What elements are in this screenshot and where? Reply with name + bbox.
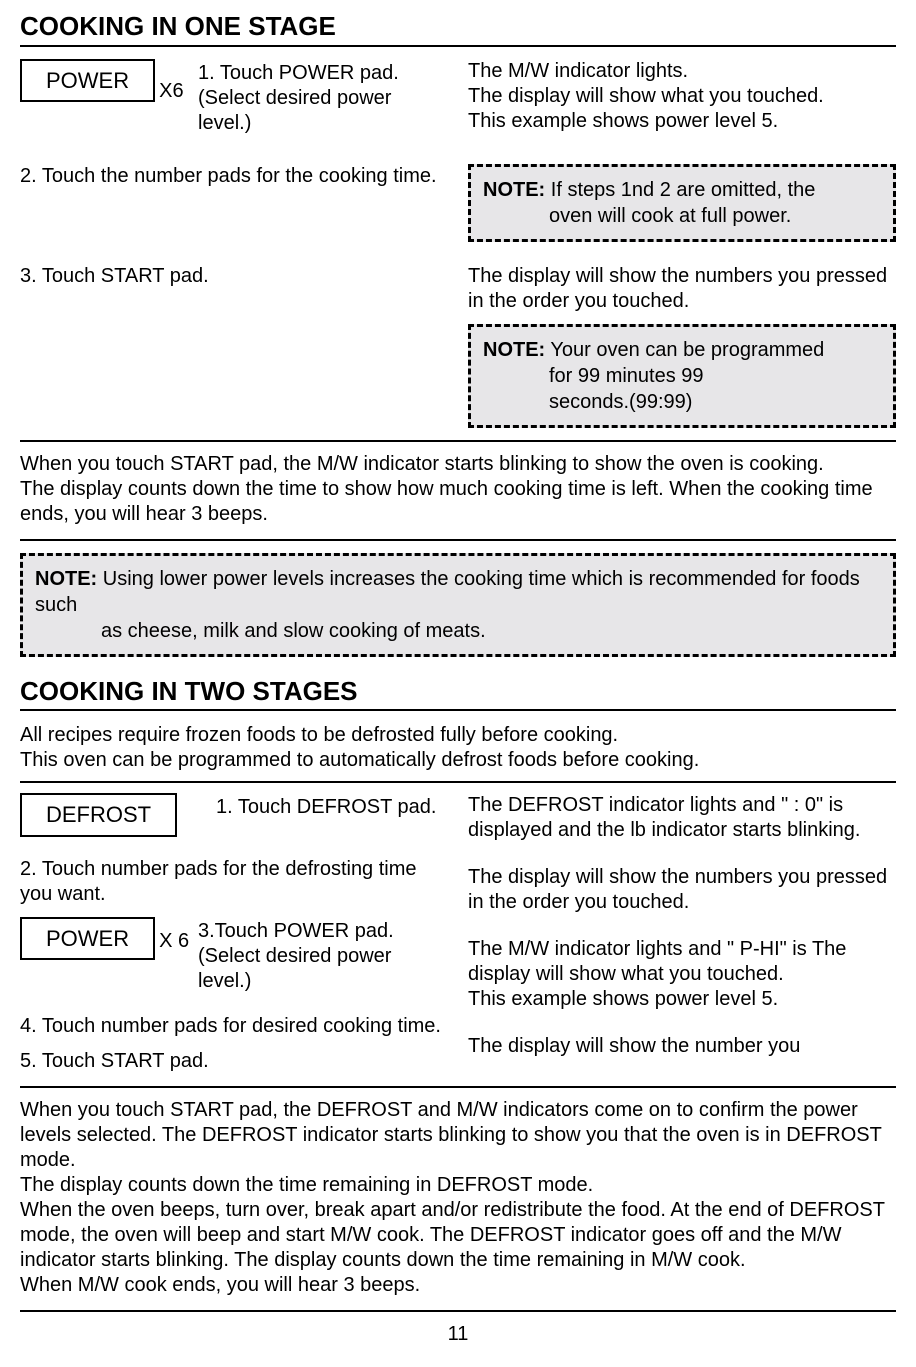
stage2-intro: All recipes require frozen foods to be d… bbox=[20, 723, 896, 773]
stage1-note2-box: NOTE: Your oven can be programmed for 99… bbox=[468, 324, 896, 428]
page-number: 11 bbox=[20, 1322, 896, 1347]
stage1-row1: POWER X6 1. Touch POWER pad. (Select des… bbox=[20, 59, 896, 146]
stage2-right4-text: The display will show the number you bbox=[468, 1034, 896, 1059]
section-1-title: COOKING IN ONE STAGE bbox=[20, 10, 896, 47]
power-pad-button: POWER bbox=[20, 59, 155, 103]
stage1-right2-text: The display will show the numbers you pr… bbox=[468, 264, 896, 314]
stage1-note3-box: NOTE: Using lower power levels increases… bbox=[20, 553, 896, 657]
stage1-note1-box: NOTE: If steps 1nd 2 are omitted, the ov… bbox=[468, 164, 896, 242]
divider bbox=[20, 781, 896, 783]
note2-text-line2: for 99 minutes 99 bbox=[483, 363, 881, 389]
stage2-step1-text: 1. Touch DEFROST pad. bbox=[198, 793, 448, 820]
note3-text-line1: Using lower power levels increases the c… bbox=[35, 568, 860, 616]
power-x6-label-2: X 6 bbox=[159, 929, 189, 954]
stage1-row2: 2. Touch the number pads for the cooking… bbox=[20, 164, 896, 242]
note-label: NOTE: bbox=[483, 179, 545, 201]
stage2-row1: DEFROST 1. Touch DEFROST pad. 2. Touch n… bbox=[20, 793, 896, 1074]
stage1-right1-text: The M/W indicator lights. The display wi… bbox=[468, 59, 896, 134]
divider bbox=[20, 539, 896, 541]
stage2-right1-text: The DEFROST indicator lights and " : 0" … bbox=[468, 793, 896, 843]
section-2-title: COOKING IN TWO STAGES bbox=[20, 675, 896, 712]
note-label: NOTE: bbox=[483, 339, 545, 361]
divider bbox=[20, 1310, 896, 1312]
divider bbox=[20, 1086, 896, 1088]
defrost-pad-button: DEFROST bbox=[20, 793, 177, 837]
divider bbox=[20, 440, 896, 442]
note-label: NOTE: bbox=[35, 568, 97, 590]
stage2-right2-text: The display will show the numbers you pr… bbox=[468, 865, 896, 915]
stage1-step2-text: 2. Touch the number pads for the cooking… bbox=[20, 164, 448, 189]
note3-text-line2: as cheese, milk and slow cooking of meat… bbox=[35, 618, 881, 644]
stage2-step5-text: 5. Touch START pad. bbox=[20, 1049, 448, 1074]
stage2-step2-text: 2. Touch number pads for the defrosting … bbox=[20, 857, 448, 907]
stage2-step4-text: 4. Touch number pads for desired cooking… bbox=[20, 1014, 448, 1039]
stage1-para1: When you touch START pad, the M/W indica… bbox=[20, 452, 896, 527]
note2-text-line3: seconds.(99:99) bbox=[483, 389, 881, 415]
stage2-para1: When you touch START pad, the DEFROST an… bbox=[20, 1098, 896, 1298]
stage1-row3: 3. Touch START pad. The display will sho… bbox=[20, 264, 896, 428]
stage2-right3-text: The M/W indicator lights and " P-HI" is … bbox=[468, 937, 896, 1012]
power-x6-label: X6 bbox=[159, 79, 183, 104]
power-pad-button-2: POWER bbox=[20, 917, 155, 961]
stage2-step3-text: 3.Touch POWER pad. (Select desired power… bbox=[198, 917, 448, 994]
note1-text-line1: If steps 1nd 2 are omitted, the bbox=[545, 179, 815, 201]
note1-text-line2: oven will cook at full power. bbox=[483, 203, 881, 229]
stage1-step1-text: 1. Touch POWER pad. (Select desired powe… bbox=[198, 59, 448, 136]
note2-text-line1: Your oven can be programmed bbox=[545, 339, 824, 361]
stage1-step3-text: 3. Touch START pad. bbox=[20, 264, 448, 289]
